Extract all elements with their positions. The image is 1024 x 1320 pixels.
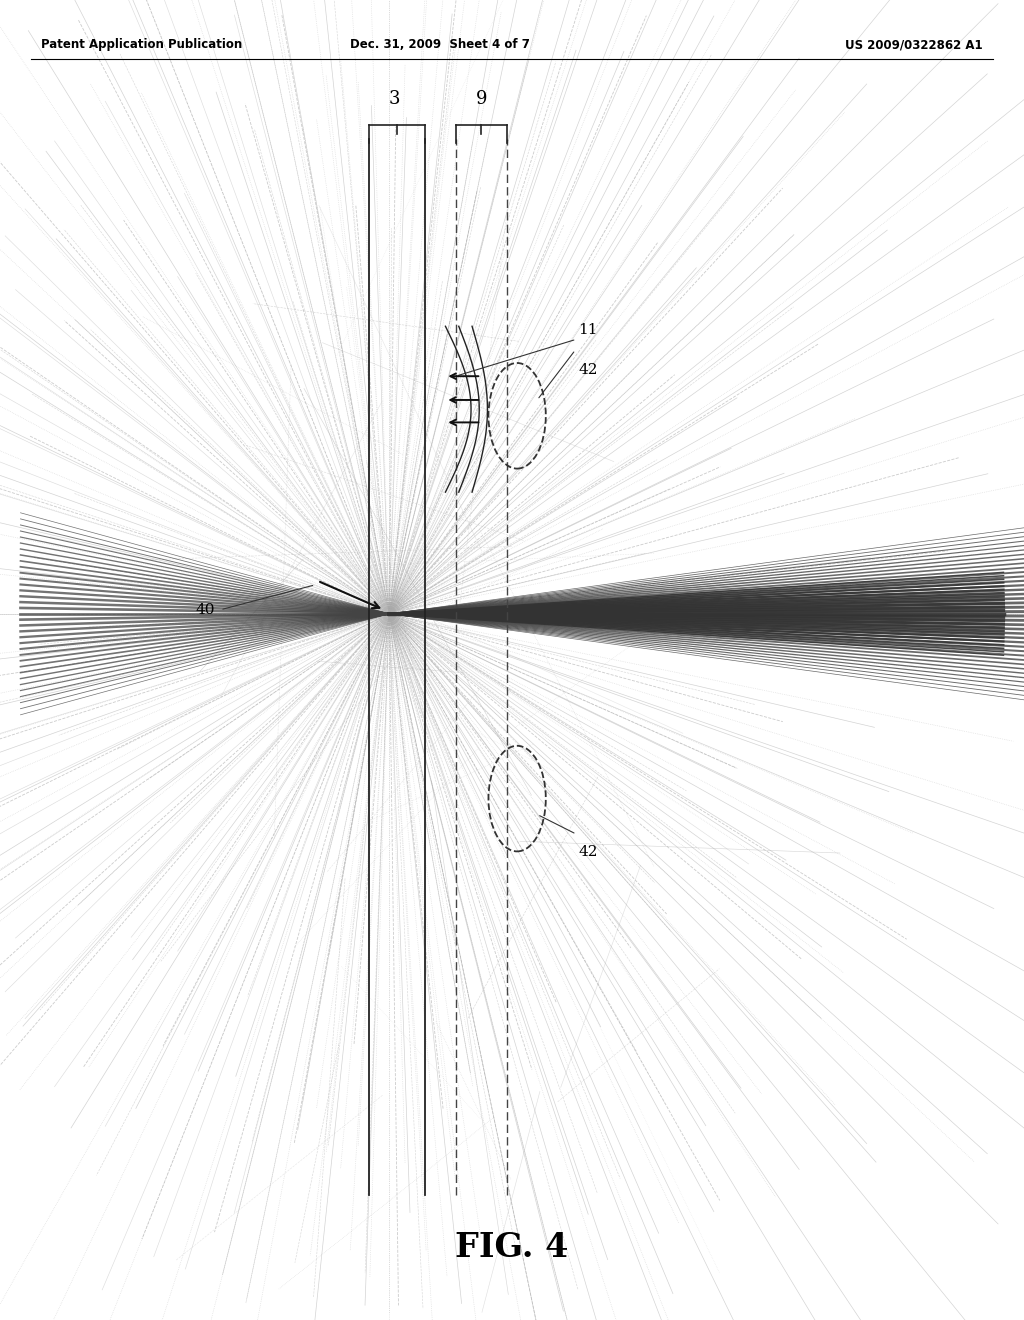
Text: 9: 9 [475, 90, 487, 108]
Text: US 2009/0322862 A1: US 2009/0322862 A1 [846, 38, 983, 51]
Text: 42: 42 [579, 363, 598, 378]
Text: FIG. 4: FIG. 4 [456, 1230, 568, 1265]
Text: 3: 3 [388, 90, 400, 108]
Text: 40: 40 [196, 603, 215, 616]
Text: Dec. 31, 2009  Sheet 4 of 7: Dec. 31, 2009 Sheet 4 of 7 [350, 38, 530, 51]
Text: 11: 11 [579, 322, 598, 337]
Text: 42: 42 [579, 845, 598, 859]
Text: Patent Application Publication: Patent Application Publication [41, 38, 243, 51]
